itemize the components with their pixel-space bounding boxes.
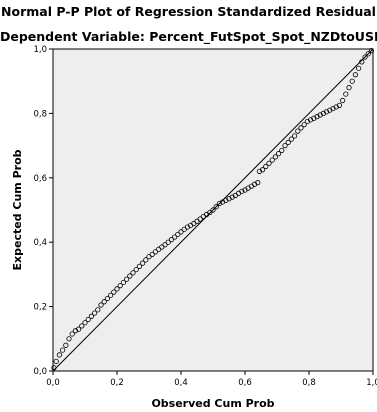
y-tick-label: 0,0	[33, 367, 47, 377]
data-point	[365, 51, 371, 57]
data-point	[207, 209, 213, 216]
data-point	[79, 323, 85, 329]
data-point	[255, 180, 261, 186]
data-point	[130, 270, 136, 276]
x-tick-label: 1,0	[366, 378, 377, 388]
data-point	[66, 336, 72, 342]
data-point	[124, 276, 130, 282]
data-point	[295, 128, 301, 134]
y-tick-label: 0,6	[33, 174, 47, 184]
data-point	[272, 154, 278, 160]
data-point	[120, 279, 127, 286]
data-point	[127, 273, 133, 279]
data-point	[104, 295, 111, 302]
data-point	[175, 231, 181, 238]
data-point	[111, 289, 117, 295]
data-point	[359, 59, 365, 65]
y-tick-label: 0,2	[33, 303, 47, 313]
data-point	[263, 163, 269, 170]
data-point	[291, 133, 298, 139]
data-point	[352, 72, 358, 78]
data-point	[282, 143, 288, 149]
chart-subtitle: Dependent Variable: Percent_FutSpot_Spot…	[0, 29, 377, 44]
data-point	[339, 97, 346, 104]
data-point	[178, 229, 184, 235]
data-point	[239, 188, 245, 194]
x-tick-label: 0,0	[46, 378, 60, 388]
data-point	[346, 85, 352, 91]
data-point	[162, 242, 168, 248]
data-point	[368, 48, 374, 54]
data-point	[349, 78, 355, 84]
data-point	[88, 313, 95, 319]
x-axis-label: Observed Cum Prob	[151, 397, 274, 410]
data-point	[117, 283, 123, 289]
data-point	[143, 257, 149, 263]
data-point	[76, 326, 82, 332]
data-point	[210, 207, 216, 213]
data-point	[259, 167, 266, 173]
x-tick-label: 0,8	[302, 378, 316, 388]
data-point	[152, 249, 158, 255]
x-tick-label: 0,4	[174, 378, 188, 388]
data-point	[51, 365, 57, 371]
data-point	[63, 342, 69, 348]
data-point	[53, 358, 59, 364]
data-point	[82, 320, 88, 326]
x-tick-label: 0,6	[238, 378, 252, 388]
data-point	[301, 122, 307, 128]
data-point	[172, 234, 178, 240]
data-point	[355, 65, 362, 71]
y-tick-label: 1,0	[33, 45, 47, 55]
data-point	[108, 292, 114, 298]
data-point	[92, 310, 98, 316]
y-axis-label: Expected Cum Prob	[11, 149, 24, 270]
data-point	[149, 251, 155, 258]
x-tick-label: 0,2	[110, 378, 124, 388]
data-point	[98, 302, 104, 308]
reference-line	[52, 48, 374, 372]
data-point	[269, 157, 275, 163]
data-point	[279, 147, 285, 154]
data-point	[136, 263, 142, 269]
data-point	[140, 260, 146, 266]
data-point	[362, 54, 368, 60]
data-point	[69, 331, 75, 337]
data-point	[133, 266, 139, 273]
data-point	[213, 204, 219, 210]
data-point	[165, 239, 171, 245]
data-point	[95, 307, 101, 313]
data-point	[336, 102, 342, 108]
data-point	[114, 286, 120, 292]
data-point	[85, 316, 91, 323]
data-point	[197, 216, 203, 222]
data-point	[288, 136, 294, 142]
data-point	[168, 237, 174, 243]
data-point	[275, 151, 282, 157]
data-point	[56, 352, 63, 358]
y-tick-label: 0,8	[33, 109, 47, 119]
data-point	[101, 299, 107, 305]
chart-title: Normal P-P Plot of Regression Standardiz…	[1, 4, 376, 19]
data-point	[59, 347, 66, 353]
data-point	[298, 125, 304, 131]
data-point	[285, 139, 291, 145]
data-point	[343, 91, 349, 97]
data-point	[266, 160, 272, 166]
y-tick-label: 0,4	[33, 238, 47, 248]
